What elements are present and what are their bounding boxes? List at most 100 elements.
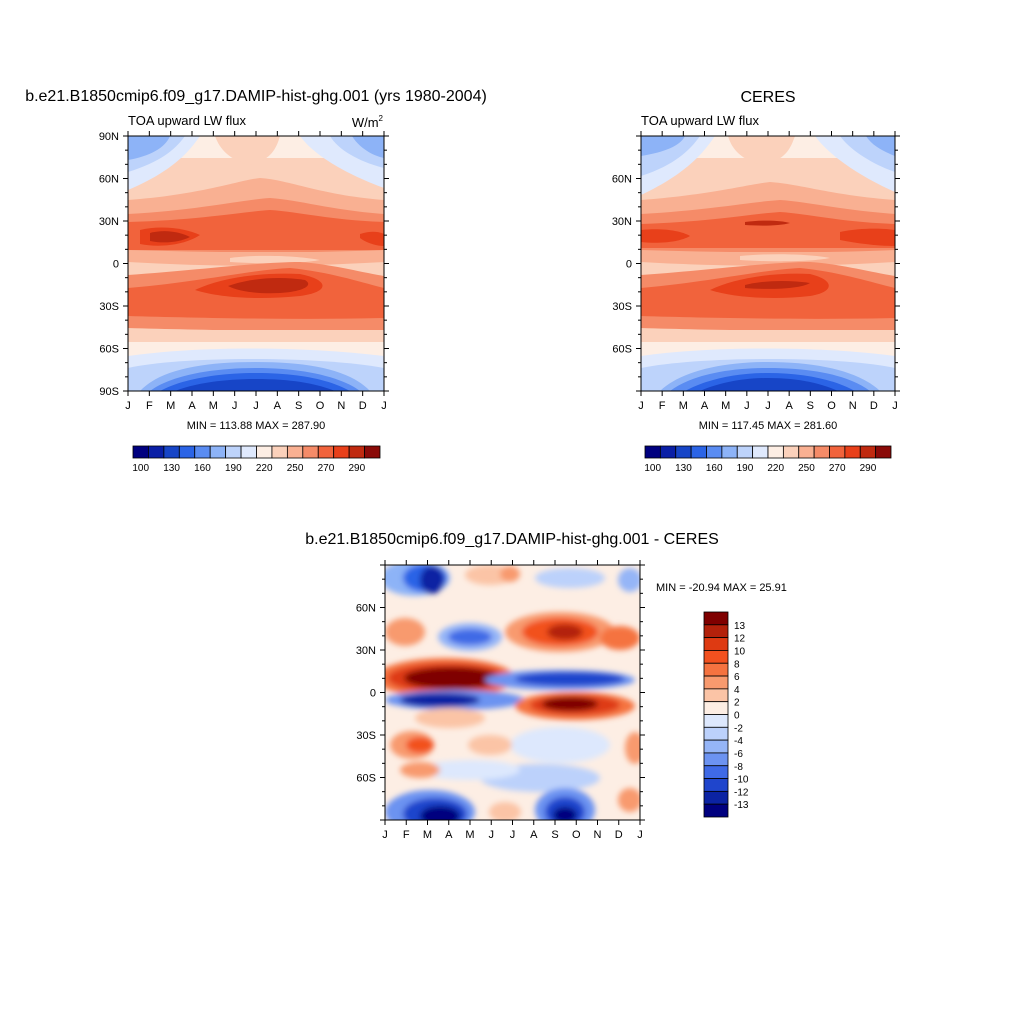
panel-model-units-label: W/m2 — [352, 114, 384, 130]
x-tick-label: F — [659, 400, 666, 412]
colorbar-label: 160 — [706, 463, 723, 474]
colorbar-label: 190 — [225, 463, 242, 474]
x-tick-label: N — [594, 829, 602, 841]
x-tick-label: J — [253, 400, 259, 412]
y-tick-label: 60N — [612, 174, 632, 186]
x-tick-label: A — [785, 400, 793, 412]
colorbar-swatch — [333, 445, 350, 459]
y-tick-label: 60S — [99, 344, 119, 356]
x-tick-label: J — [892, 400, 898, 412]
x-tick-label: M — [679, 400, 688, 412]
colorbar-swatch — [703, 675, 729, 690]
colorbar-swatch — [240, 445, 257, 459]
panel-ceres-colorbar: 100 130 160 190 220 250 270 290 — [644, 445, 892, 474]
colorbar-label: -8 — [734, 762, 743, 773]
colorbar-label: 13 — [734, 621, 746, 632]
x-tick-label: D — [615, 829, 623, 841]
colorbar-swatch — [163, 445, 180, 459]
panel-model-stats: MIN = 113.88 MAX = 287.90 — [187, 420, 326, 432]
colorbar-swatch — [675, 445, 692, 459]
y-tick-label: 60S — [356, 773, 376, 785]
colorbar-swatch — [875, 445, 892, 459]
colorbar-label: -2 — [734, 723, 743, 734]
y-tick-label: 60N — [99, 174, 119, 186]
colorbar-swatch — [703, 662, 729, 677]
colorbar-swatch — [703, 701, 729, 715]
colorbar-swatch — [798, 445, 815, 459]
panel-difference-title: b.e21.B1850cmip6.f09_g17.DAMIP-hist-ghg.… — [305, 531, 719, 548]
colorbar-swatch — [209, 445, 227, 459]
colorbar-swatch — [706, 445, 723, 459]
colorbar-label: -12 — [734, 787, 749, 798]
y-tick-label: 30S — [612, 301, 632, 313]
colorbar-label: 250 — [287, 463, 304, 474]
colorbar-label: 270 — [318, 463, 335, 474]
y-tick-label: 0 — [370, 688, 376, 700]
y-tick-label: 30S — [356, 730, 376, 742]
colorbar-swatch — [178, 445, 196, 459]
x-tick-label: M — [166, 400, 175, 412]
colorbar-label: 100 — [132, 463, 149, 474]
colorbar-label: 130 — [675, 463, 692, 474]
x-tick-label: S — [807, 400, 814, 412]
colorbar-label: -10 — [734, 775, 749, 786]
colorbar-swatch — [703, 714, 729, 728]
colorbar-swatch — [703, 803, 729, 818]
panel-ceres-variable-label: TOA upward LW flux — [641, 113, 760, 128]
x-tick-label: J — [744, 400, 750, 412]
x-tick-label: O — [316, 400, 325, 412]
colorbar-swatch — [225, 445, 242, 459]
colorbar-label: 190 — [737, 463, 754, 474]
colorbar-swatch — [703, 611, 729, 626]
colorbar-label: 130 — [163, 463, 180, 474]
x-tick-label: N — [849, 400, 857, 412]
colorbar-swatch — [659, 445, 677, 459]
y-tick-label: 60S — [612, 344, 632, 356]
x-tick-label: A — [701, 400, 709, 412]
panel-model-variable-label: TOA upward LW flux — [128, 113, 247, 128]
x-tick-label: A — [274, 400, 282, 412]
colorbar-label: 100 — [644, 463, 661, 474]
x-tick-label: M — [465, 829, 474, 841]
x-tick-label: D — [359, 400, 367, 412]
y-tick-label: 0 — [626, 259, 632, 271]
x-tick-label: J — [232, 400, 238, 412]
colorbar-swatch — [271, 445, 288, 459]
panel-difference-stats: MIN = -20.94 MAX = 25.91 — [656, 582, 787, 594]
y-tick-label: 90N — [99, 131, 119, 143]
colorbar-swatch — [703, 752, 729, 767]
x-tick-label: M — [721, 400, 730, 412]
x-tick-label: A — [530, 829, 538, 841]
colorbar-swatch — [703, 688, 729, 703]
colorbar-label: 290 — [860, 463, 877, 474]
x-tick-label: M — [423, 829, 432, 841]
panel-ceres: CERES TOA upward LW flux — [612, 89, 900, 474]
x-tick-label: J — [510, 829, 516, 841]
colorbar-swatch — [767, 445, 784, 459]
colorbar-label: 270 — [829, 463, 846, 474]
colorbar-label: 0 — [734, 711, 740, 722]
colorbar-swatch — [703, 739, 729, 754]
x-tick-label: F — [403, 829, 410, 841]
colorbar-swatch — [194, 445, 211, 459]
x-tick-label: O — [827, 400, 836, 412]
x-tick-label: J — [489, 829, 495, 841]
panel-model-axes: J F M A M J J A S O N D J 90N 60N 30N 0 30S 60S 90S — [99, 131, 389, 412]
colorbar-swatch — [703, 650, 729, 664]
colorbar-swatch — [703, 778, 729, 792]
colorbar-swatch — [348, 445, 365, 459]
colorbar-swatch — [132, 445, 149, 459]
colorbar-swatch — [703, 765, 729, 779]
x-tick-label: O — [572, 829, 581, 841]
colorbar-swatch — [736, 445, 754, 459]
colorbar-swatch — [829, 445, 846, 459]
panel-difference: b.e21.B1850cmip6.f09_g17.DAMIP-hist-ghg.… — [305, 531, 787, 841]
panel-ceres-stats: MIN = 117.45 MAX = 281.60 — [699, 420, 838, 432]
y-tick-label: 30N — [356, 645, 376, 657]
colorbar-swatch — [644, 445, 661, 459]
y-tick-label: 90S — [99, 386, 119, 398]
